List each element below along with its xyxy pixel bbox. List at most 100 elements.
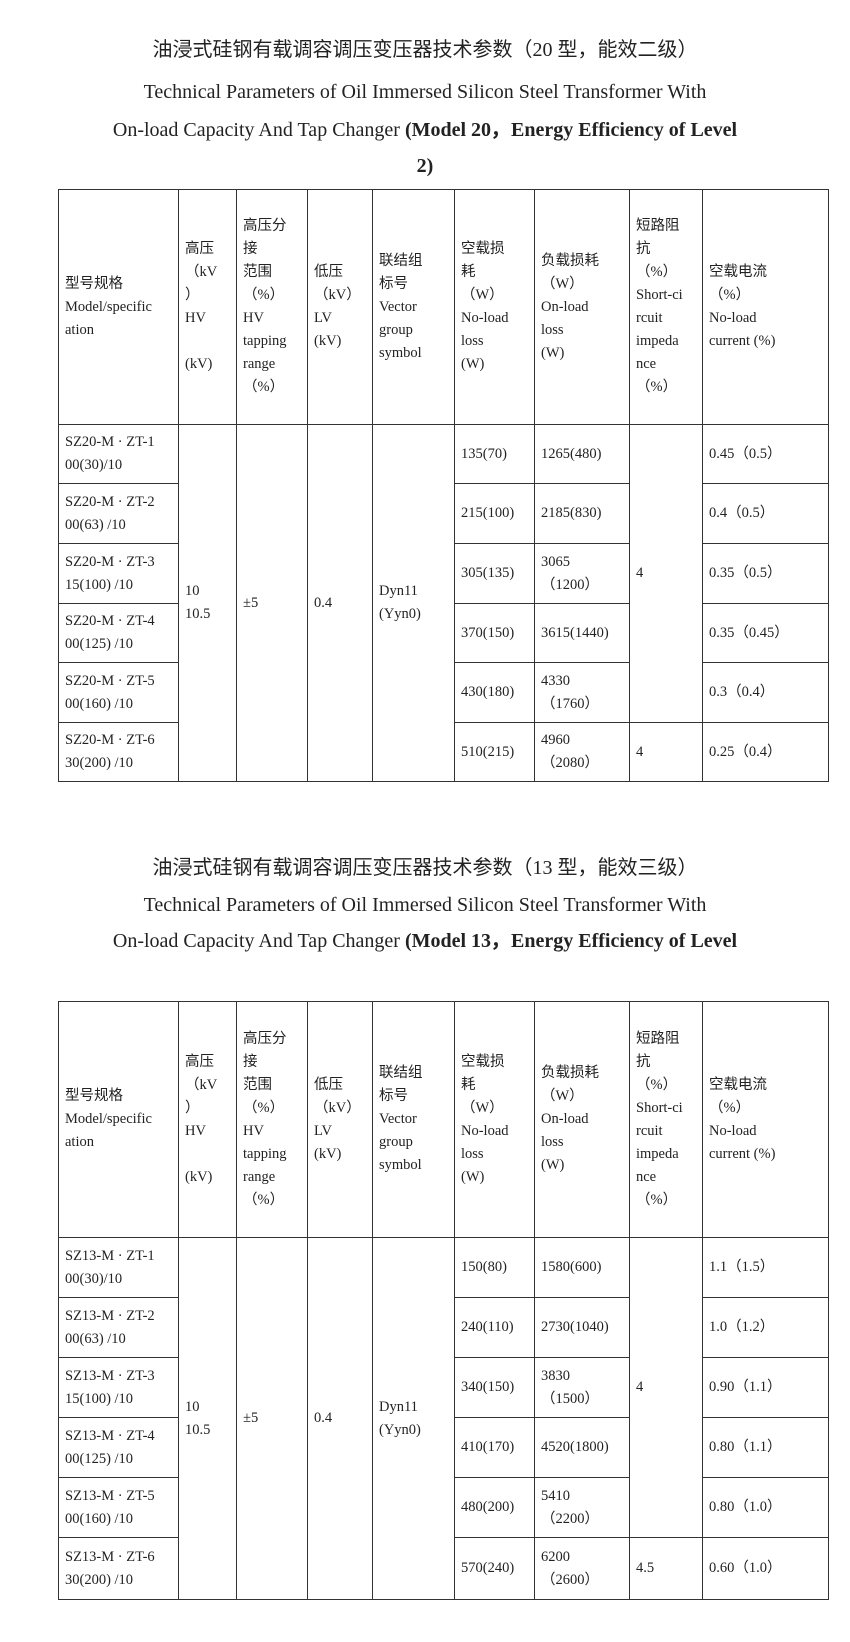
noload-loss-cell: 410(170) [454,1417,535,1478]
impedance-cell: 4 [629,1237,703,1538]
model-cell: SZ20-M · ZT-4 00(125) /10 [58,603,179,663]
title-en-bold: (Model 20，Energy Efficiency of Level [404,119,738,141]
table-row: SZ13-M · ZT-2 00(63) /10 240(110) 2730(104… [58,1297,829,1358]
column-header: 空载电流 （%） No-load current (%) [702,189,829,425]
onload-loss-cell: 2730(1040) [534,1297,630,1358]
title-en-bold: (Model 13，Energy Efficiency of Level [404,930,738,952]
column-header: 联结组 标号 Vector group symbol [372,189,455,425]
noload-loss-cell: 340(150) [454,1357,535,1418]
title-en-line1-model13: Technical Parameters of Oil Immersed Sil… [143,894,707,916]
table-row: SZ20-M · ZT-2 00(63) /10 215(100) 2185(830… [58,483,829,544]
noload-current-cell: 0.35（0.45） [702,603,829,663]
model-cell: SZ13-M · ZT-5 00(160) /10 [58,1477,179,1538]
model-cell: SZ20-M · ZT-2 00(63) /10 [58,483,179,544]
spec-table-model20: 型号规格 Model/specific ation 高压 （kV ） HV (kV… [58,189,829,782]
table-row: SZ20-M · ZT-6 30(200) /10 510(215) 4960 （2… [58,722,829,782]
onload-loss-cell: 4960 （2080） [534,722,630,782]
lv-cell: 0.4 [307,424,373,782]
table-row: SZ20-M · ZT-4 00(125) /10 370(150) 3615(14… [58,603,829,663]
column-header: 空载损 耗 （W） No-load loss (W) [454,189,535,425]
impedance-cell: 4.5 [629,1537,703,1600]
hv-cell: 10 10.5 [178,424,237,782]
table-row: SZ13-M · ZT-5 00(160) /10 480(200) 5410 （2… [58,1477,829,1538]
noload-current-cell: 0.80（1.1） [702,1417,829,1478]
column-header: 联结组 标号 Vector group symbol [372,1001,455,1238]
onload-loss-cell: 4330 （1760） [534,662,630,723]
column-header: 高压分 接 范围 （%） HV tapping range （%） [236,189,308,425]
column-header: 高压 （kV ） HV (kV) [178,1001,237,1238]
title-en-plain: On-load Capacity And Tap Changer [112,119,405,141]
noload-current-cell: 0.25（0.4） [702,722,829,782]
table-row: SZ13-M · ZT-3 15(100) /10 340(150) 3830 （1… [58,1357,829,1418]
column-header: 高压 （kV ） HV (kV) [178,189,237,425]
noload-loss-cell: 150(80) [454,1237,535,1298]
column-header: 低压 （kV） LV (kV) [307,189,373,425]
hv-cell: 10 10.5 [178,1237,237,1600]
onload-loss-cell: 3065 （1200） [534,543,630,604]
onload-loss-cell: 2185(830) [534,483,630,544]
noload-current-cell: 0.3（0.4） [702,662,829,723]
column-header: 负载损耗 （W） On-load loss (W) [534,189,630,425]
noload-current-cell: 0.90（1.1） [702,1357,829,1418]
noload-loss-cell: 570(240) [454,1537,535,1600]
noload-current-cell: 1.1（1.5） [702,1237,829,1298]
column-header: 空载损 耗 （W） No-load loss (W) [454,1001,535,1238]
noload-current-cell: 0.45（0.5） [702,424,829,484]
model-cell: SZ13-M · ZT-4 00(125) /10 [58,1417,179,1478]
onload-loss-cell: 6200 （2600） [534,1537,630,1600]
noload-loss-cell: 135(70) [454,424,535,484]
title-en-line2-model20: On-load Capacity And Tap Changer (Model … [0,118,850,142]
noload-loss-cell: 510(215) [454,722,535,782]
noload-current-cell: 0.35（0.5） [702,543,829,604]
table-row: SZ13-M · ZT-6 30(200) /10 570(240) 6200 （2… [58,1537,829,1600]
model-cell: SZ20-M · ZT-1 00(30)/10 [58,424,179,484]
title-en-line2-model13: On-load Capacity And Tap Changer (Model … [0,929,850,953]
onload-loss-cell: 1580(600) [534,1237,630,1298]
noload-current-cell: 0.4（0.5） [702,483,829,544]
model-cell: SZ13-M · ZT-1 00(30)/10 [58,1237,179,1298]
table-row: SZ20-M · ZT-1 00(30)/10 10 10.5 ±5 0.4 Dyn11… [58,424,829,782]
column-header: 短路阻 抗 （%） Short-ci rcuit impeda nce （%） [629,1001,703,1238]
model-cell: SZ20-M · ZT-5 00(160) /10 [58,662,179,723]
noload-current-cell: 0.60（1.0） [702,1537,829,1600]
impedance-cell: 4 [629,722,703,782]
noload-loss-cell: 305(135) [454,543,535,604]
column-header: 低压 （kV） LV (kV) [307,1001,373,1238]
noload-loss-cell: 480(200) [454,1477,535,1538]
title-en-plain: On-load Capacity And Tap Changer [112,930,405,952]
vector-group-cell: Dyn11 (Yyn0) [372,1237,455,1600]
column-header: 高压分 接 范围 （%） HV tapping range （%） [236,1001,308,1238]
noload-loss-cell: 240(110) [454,1297,535,1358]
title-en-line1-model20: Technical Parameters of Oil Immersed Sil… [143,81,707,103]
column-header: 型号规格 Model/specific ation [58,1001,179,1238]
title-cn-model20: 油浸式硅钢有载调容调压变压器技术参数（20 型，能效二级） [152,39,698,61]
onload-loss-cell: 3830 （1500） [534,1357,630,1418]
noload-loss-cell: 430(180) [454,662,535,723]
tapping-cell: ±5 [236,1237,308,1600]
vector-group-cell: Dyn11 (Yyn0) [372,424,455,782]
model-cell: SZ13-M · ZT-6 30(200) /10 [58,1537,179,1600]
column-header: 负载损耗 （W） On-load loss (W) [534,1001,630,1238]
onload-loss-cell: 4520(1800) [534,1417,630,1478]
tapping-cell: ±5 [236,424,308,782]
header-row: 型号规格 Model/specific ation 高压 （kV ） HV (kV… [58,1001,829,1238]
column-header: 短路阻 抗 （%） Short-ci rcuit impeda nce （%） [629,189,703,425]
onload-loss-cell: 1265(480) [534,424,630,484]
title-en-line3-model20: 2) [0,154,850,178]
noload-loss-cell: 370(150) [454,603,535,663]
noload-current-cell: 1.0（1.2） [702,1297,829,1358]
title-en-bold-end: 2) [416,155,434,177]
model-cell: SZ13-M · ZT-3 15(100) /10 [58,1357,179,1418]
noload-loss-cell: 215(100) [454,483,535,544]
onload-loss-cell: 5410 （2200） [534,1477,630,1538]
table-row: SZ13-M · ZT-1 00(30)/10 10 10.5 ±5 0.4 Dyn11… [58,1237,829,1600]
onload-loss-cell: 3615(1440) [534,603,630,663]
column-header: 型号规格 Model/specific ation [58,189,179,425]
lv-cell: 0.4 [307,1237,373,1600]
spec-table-model13: 型号规格 Model/specific ation 高压 （kV ） HV (kV… [58,1001,829,1600]
column-header: 空载电流 （%） No-load current (%) [702,1001,829,1238]
model-cell: SZ20-M · ZT-6 30(200) /10 [58,722,179,782]
header-row: 型号规格 Model/specific ation 高压 （kV ） HV (kV… [58,189,829,425]
table-row: SZ13-M · ZT-4 00(125) /10 410(170) 4520(18… [58,1417,829,1478]
noload-current-cell: 0.80（1.0） [702,1477,829,1538]
